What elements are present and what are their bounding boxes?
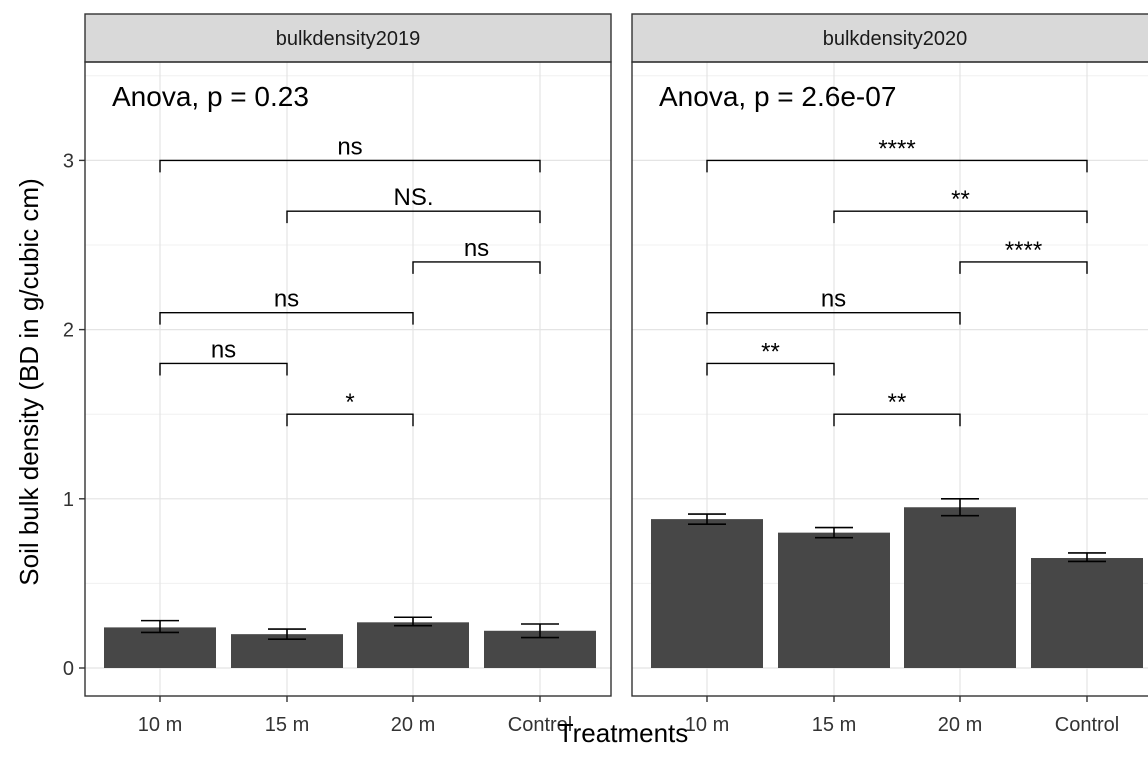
- strip-background: [631, 13, 1148, 63]
- comparison-bracket: [833, 413, 961, 427]
- facet-panel-2: **********ns****Anova, p = 2.6e-07bulkde…: [631, 13, 1148, 736]
- anova-label: Anova, p = 2.6e-07: [659, 81, 896, 112]
- significance-label: ns: [821, 286, 846, 313]
- panels-layer: ns NS. ns ns ns * Anova, p = 0.23 bulkdensity20…: [84, 13, 1148, 736]
- comparison-bracket: [833, 210, 1088, 224]
- facet-panel-1: ns NS. ns ns ns * Anova, p = 0.23 bulkdensity20…: [84, 13, 612, 736]
- bar-20-m: [357, 622, 469, 668]
- comparison-bracket: [159, 311, 414, 325]
- x-tick-label: 15 m: [265, 714, 309, 736]
- bar-20-m: [904, 507, 1016, 668]
- x-tick-label: 10 m: [685, 714, 729, 736]
- comparison-bracket: [159, 159, 541, 173]
- comparison-bracket: [959, 261, 1088, 274]
- significance-label: ns: [337, 133, 362, 160]
- comparison-bracket: [286, 210, 541, 224]
- significance-label: NS.: [393, 184, 433, 211]
- significance-label: ns: [464, 235, 489, 262]
- x-tick-label: 10 m: [138, 714, 182, 736]
- y-axis: 0 1 2 3: [63, 150, 85, 680]
- x-tick-label: Control: [508, 714, 572, 736]
- panel-background: [85, 62, 611, 696]
- comparison-bracket: [286, 413, 414, 427]
- bar-10-m: [104, 627, 216, 668]
- comparison-bracket: [706, 311, 961, 325]
- x-tick-label: Control: [1055, 714, 1119, 736]
- strip-label: bulkdensity2019: [276, 28, 421, 50]
- y-axis-title: Soil bulk density (BD in g/cubic cm): [14, 178, 44, 585]
- x-tick-label: 20 m: [938, 714, 982, 736]
- significance-label: ****: [878, 135, 915, 162]
- x-tick-label: 20 m: [391, 714, 435, 736]
- significance-label: **: [888, 389, 907, 416]
- comparison-bracket: [159, 362, 288, 376]
- anova-label: Anova, p = 0.23: [112, 81, 309, 112]
- significance-label: **: [761, 338, 780, 365]
- strip-background: [84, 13, 612, 63]
- panel-border: [84, 61, 612, 697]
- significance-label: *: [345, 389, 354, 416]
- comparison-bracket: [412, 261, 541, 274]
- bar-15-m: [778, 532, 890, 668]
- comparison-bracket: [706, 159, 1088, 173]
- y-tick-label: 3: [63, 150, 74, 172]
- y-tick-label: 1: [63, 489, 74, 511]
- significance-label: ****: [1005, 237, 1042, 264]
- strip-label: bulkdensity2020: [823, 28, 968, 50]
- y-tick-label: 2: [63, 320, 74, 342]
- significance-label: ns: [274, 286, 299, 313]
- panel-border: [631, 61, 1148, 697]
- significance-label: **: [951, 186, 970, 213]
- x-axis-title: Treatments: [558, 718, 689, 748]
- significance-label: ns: [211, 336, 236, 363]
- x-tick-label: 15 m: [812, 714, 856, 736]
- bar-10-m: [651, 519, 763, 668]
- y-tick-label: 0: [63, 658, 74, 680]
- comparison-bracket: [706, 362, 835, 376]
- bar-control: [1031, 558, 1143, 668]
